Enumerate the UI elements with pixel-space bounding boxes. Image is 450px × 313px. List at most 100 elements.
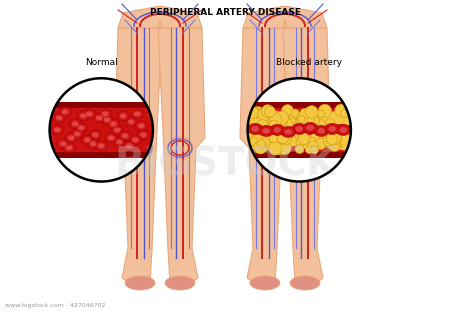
Circle shape [275,118,287,130]
Ellipse shape [89,130,102,140]
Ellipse shape [114,127,121,132]
Ellipse shape [132,137,139,142]
FancyBboxPatch shape [48,145,155,158]
Circle shape [304,119,312,127]
Ellipse shape [128,119,135,125]
Ellipse shape [303,122,318,133]
Circle shape [280,116,291,127]
Circle shape [296,139,305,147]
Circle shape [265,116,275,126]
Ellipse shape [138,123,144,129]
Circle shape [287,115,298,127]
Ellipse shape [295,126,303,132]
Circle shape [254,141,267,154]
Ellipse shape [57,139,70,149]
Circle shape [341,109,349,118]
Ellipse shape [63,143,76,153]
Circle shape [325,133,333,140]
Polygon shape [246,132,353,152]
Text: Normal: Normal [85,58,117,67]
Polygon shape [118,6,202,28]
Ellipse shape [262,128,270,134]
Circle shape [251,135,262,146]
Circle shape [326,141,335,149]
Ellipse shape [62,109,69,115]
Circle shape [297,113,304,120]
Circle shape [250,137,258,146]
Polygon shape [158,28,205,285]
Circle shape [258,141,268,151]
Ellipse shape [167,137,193,159]
Circle shape [270,120,279,129]
Ellipse shape [72,121,79,126]
Ellipse shape [284,129,292,135]
Circle shape [312,119,325,132]
Ellipse shape [53,113,66,123]
Circle shape [323,131,333,140]
Circle shape [270,113,282,126]
FancyBboxPatch shape [48,102,155,115]
Circle shape [262,109,270,117]
Circle shape [278,141,291,155]
FancyBboxPatch shape [246,145,353,158]
Ellipse shape [126,143,133,148]
Circle shape [252,106,264,118]
Ellipse shape [83,109,96,119]
Ellipse shape [116,139,123,145]
Circle shape [275,111,288,125]
Circle shape [279,117,292,131]
Ellipse shape [87,139,100,149]
Circle shape [297,116,310,130]
Circle shape [305,107,312,115]
Circle shape [248,78,351,182]
Ellipse shape [259,126,274,136]
Circle shape [252,107,260,116]
FancyBboxPatch shape [246,102,353,115]
Circle shape [285,131,293,139]
Ellipse shape [99,109,112,119]
Ellipse shape [122,133,129,138]
Ellipse shape [125,117,138,127]
Ellipse shape [86,111,93,116]
Circle shape [257,140,266,148]
Circle shape [50,78,153,182]
Ellipse shape [78,125,85,131]
Ellipse shape [273,127,281,133]
Ellipse shape [325,123,340,134]
Ellipse shape [111,125,124,135]
Circle shape [315,138,326,150]
Circle shape [335,104,347,117]
Ellipse shape [92,132,99,137]
Ellipse shape [71,129,84,139]
Ellipse shape [108,135,115,141]
Text: www.bigstock.com · 427046702: www.bigstock.com · 427046702 [5,303,105,308]
Ellipse shape [107,119,120,129]
Circle shape [307,117,315,124]
Circle shape [269,142,282,155]
Ellipse shape [135,121,148,131]
Circle shape [326,118,334,127]
Ellipse shape [314,126,329,136]
Ellipse shape [129,135,142,145]
Circle shape [265,106,275,117]
Ellipse shape [328,126,336,132]
Ellipse shape [292,123,307,134]
Circle shape [277,136,289,147]
Ellipse shape [81,135,94,145]
Circle shape [306,120,313,127]
Ellipse shape [93,113,106,123]
Ellipse shape [127,137,153,159]
FancyBboxPatch shape [48,108,155,152]
Circle shape [307,106,317,117]
Circle shape [309,115,320,126]
Ellipse shape [104,117,111,122]
Ellipse shape [250,276,280,290]
Polygon shape [243,6,327,28]
Text: BIGSTOCK: BIGSTOCK [114,146,336,184]
Ellipse shape [110,121,117,126]
Ellipse shape [123,141,136,151]
Text: Blocked artery: Blocked artery [276,58,342,67]
Polygon shape [115,28,162,285]
Ellipse shape [101,115,114,125]
Ellipse shape [68,135,75,141]
